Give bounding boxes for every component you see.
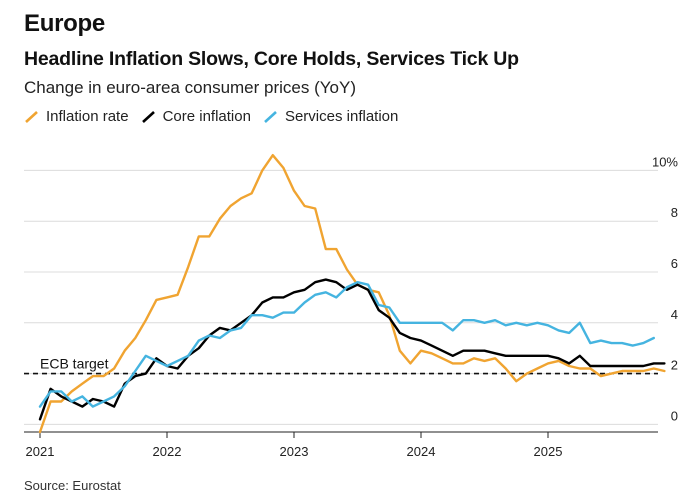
x-tick-label-2021: 2021 [26, 444, 55, 459]
legend-label-services: Services inflation [284, 108, 399, 125]
legend-swatch-inflation [25, 110, 38, 123]
legend-item-inflation: Inflation rate [24, 108, 129, 125]
x-tick-label-2025: 2025 [534, 444, 563, 459]
y-tick-label-0: 0 [671, 408, 678, 423]
source-note: Source: Eurostat [24, 478, 121, 493]
x-tick-label-2023: 2023 [280, 444, 309, 459]
legend-swatch-services [264, 110, 277, 123]
legend-label-inflation: Inflation rate [46, 108, 129, 125]
chart-subtitle: Change in euro-area consumer prices (YoY… [24, 78, 356, 97]
y-tick-label-10: 10% [652, 154, 678, 169]
y-tick-label-2: 2 [671, 358, 678, 373]
section-label: Europe [24, 10, 105, 37]
y-axis-labels: 0 2 4 6 8 10% [652, 154, 678, 423]
ecb-target-line: ECB target [24, 356, 658, 375]
y-tick-label-6: 6 [671, 256, 678, 271]
series-line-core [38, 278, 666, 421]
legend: Inflation rate Core inflation Services i… [24, 108, 410, 125]
x-tick-label-2024: 2024 [407, 444, 436, 459]
legend-label-core: Core inflation [162, 108, 251, 125]
legend-item-core: Core inflation [141, 108, 251, 125]
legend-swatch-core [141, 110, 155, 123]
legend-item-services: Services inflation [263, 108, 398, 125]
y-tick-label-4: 4 [671, 307, 678, 322]
x-tick-label-2022: 2022 [153, 444, 182, 459]
ecb-target-label: ECB target [40, 356, 109, 372]
series-lines [38, 153, 666, 434]
series-line-services [38, 281, 655, 408]
gridlines [24, 169, 658, 425]
y-tick-label-8: 8 [671, 205, 678, 220]
x-axis: 2021 2022 2023 2024 2025 [24, 431, 658, 459]
series-line-inflation [38, 153, 666, 434]
chart-title: Headline Inflation Slows, Core Holds, Se… [24, 48, 519, 70]
